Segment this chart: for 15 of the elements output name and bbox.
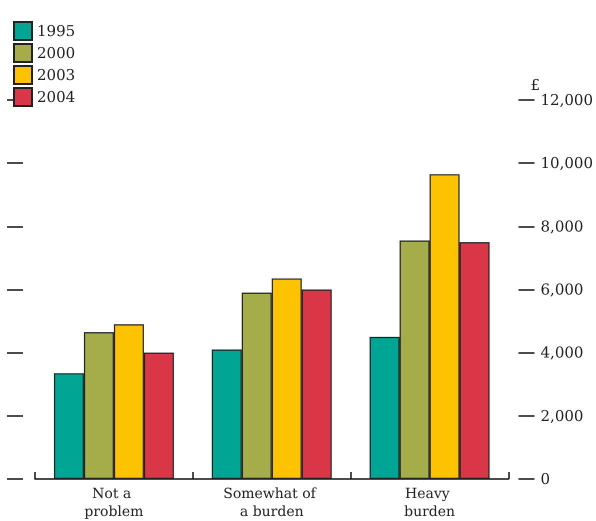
- x-tick-label: Not a problem: [84, 486, 144, 520]
- y-tick-label: 12,000: [540, 91, 594, 109]
- y-tick-label: 2,000: [540, 406, 584, 425]
- y-tick-label: 8,000: [540, 217, 584, 236]
- legend-label: 2004: [37, 88, 76, 106]
- y-tick-label: 0: [540, 470, 550, 488]
- y-tick-label: 6,000: [540, 280, 584, 298]
- legend-label: 1995: [37, 22, 76, 40]
- x-tick-label: Heavy burden: [404, 486, 456, 520]
- legend-label: 2003: [37, 66, 76, 84]
- y-axis-title: £: [530, 76, 540, 94]
- legend-label: 2000: [37, 44, 76, 62]
- x-tick-label: Somewhat of a burden: [223, 486, 320, 520]
- y-tick-label: 10,000: [540, 154, 594, 172]
- y-tick-label: 4,000: [540, 344, 584, 362]
